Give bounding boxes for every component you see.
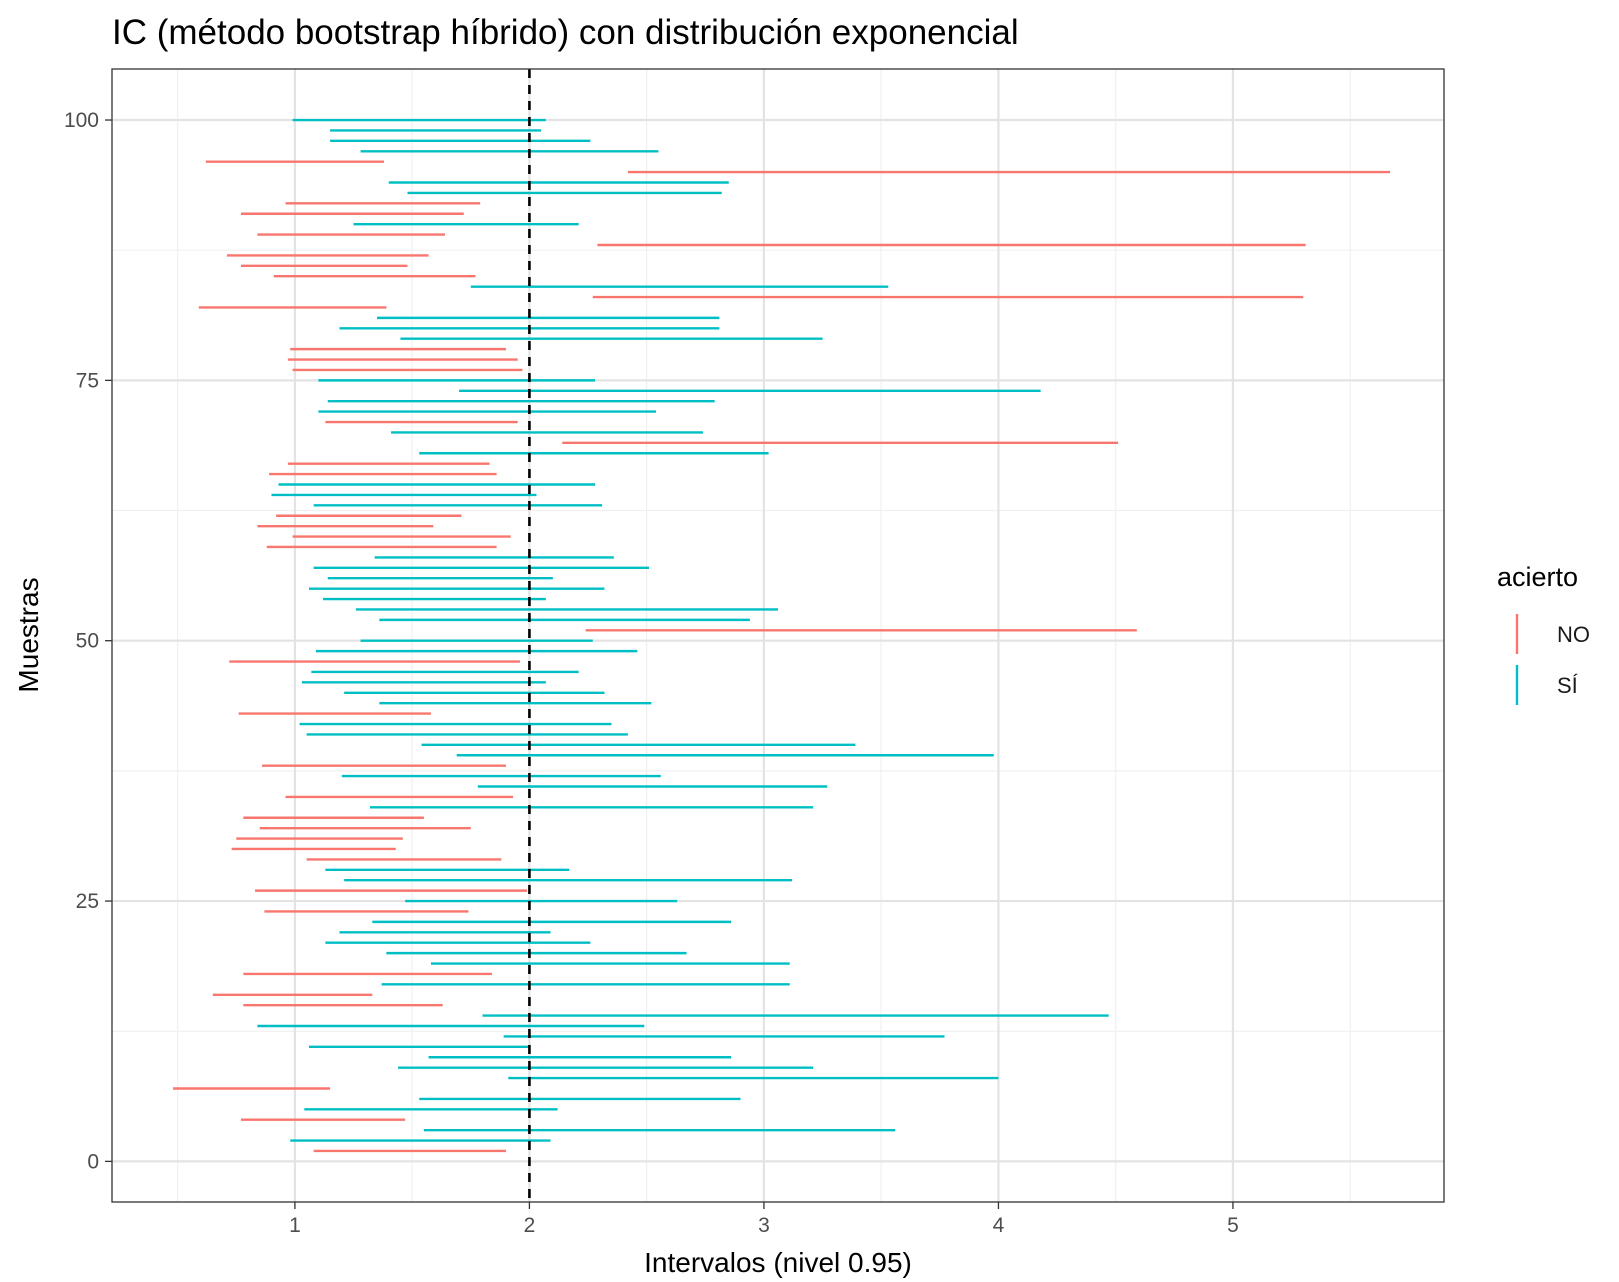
grid-lines — [112, 69, 1444, 1202]
x-tick-label: 2 — [524, 1214, 536, 1237]
y-tick-label: 75 — [76, 369, 99, 392]
interval-segments — [172, 118, 1391, 1153]
x-tick-label: 1 — [289, 1214, 301, 1237]
x-axis-ticks: 1 2 3 4 5 — [289, 1202, 1239, 1237]
chart-title: IC (método bootstrap híbrido) con distri… — [112, 13, 1019, 52]
plot-panel — [112, 69, 1444, 1202]
x-tick-label: 5 — [1227, 1214, 1239, 1237]
legend-label-no: NO — [1557, 622, 1590, 647]
legend: acierto NO SÍ — [1497, 562, 1590, 705]
legend-title: acierto — [1497, 562, 1578, 592]
y-tick-label: 25 — [76, 890, 99, 913]
legend-label-si: SÍ — [1557, 673, 1579, 698]
x-axis-title: Intervalos (nivel 0.95) — [644, 1247, 912, 1278]
plot-border — [111, 68, 1445, 1203]
y-axis-ticks: 0 25 50 75 100 — [64, 109, 112, 1173]
y-axis-title: Muestras — [13, 577, 44, 692]
y-tick-label: 50 — [76, 630, 99, 653]
x-tick-label: 3 — [758, 1214, 770, 1237]
y-tick-label: 0 — [87, 1150, 99, 1173]
x-tick-label: 4 — [993, 1214, 1005, 1237]
y-tick-label: 100 — [64, 109, 99, 132]
